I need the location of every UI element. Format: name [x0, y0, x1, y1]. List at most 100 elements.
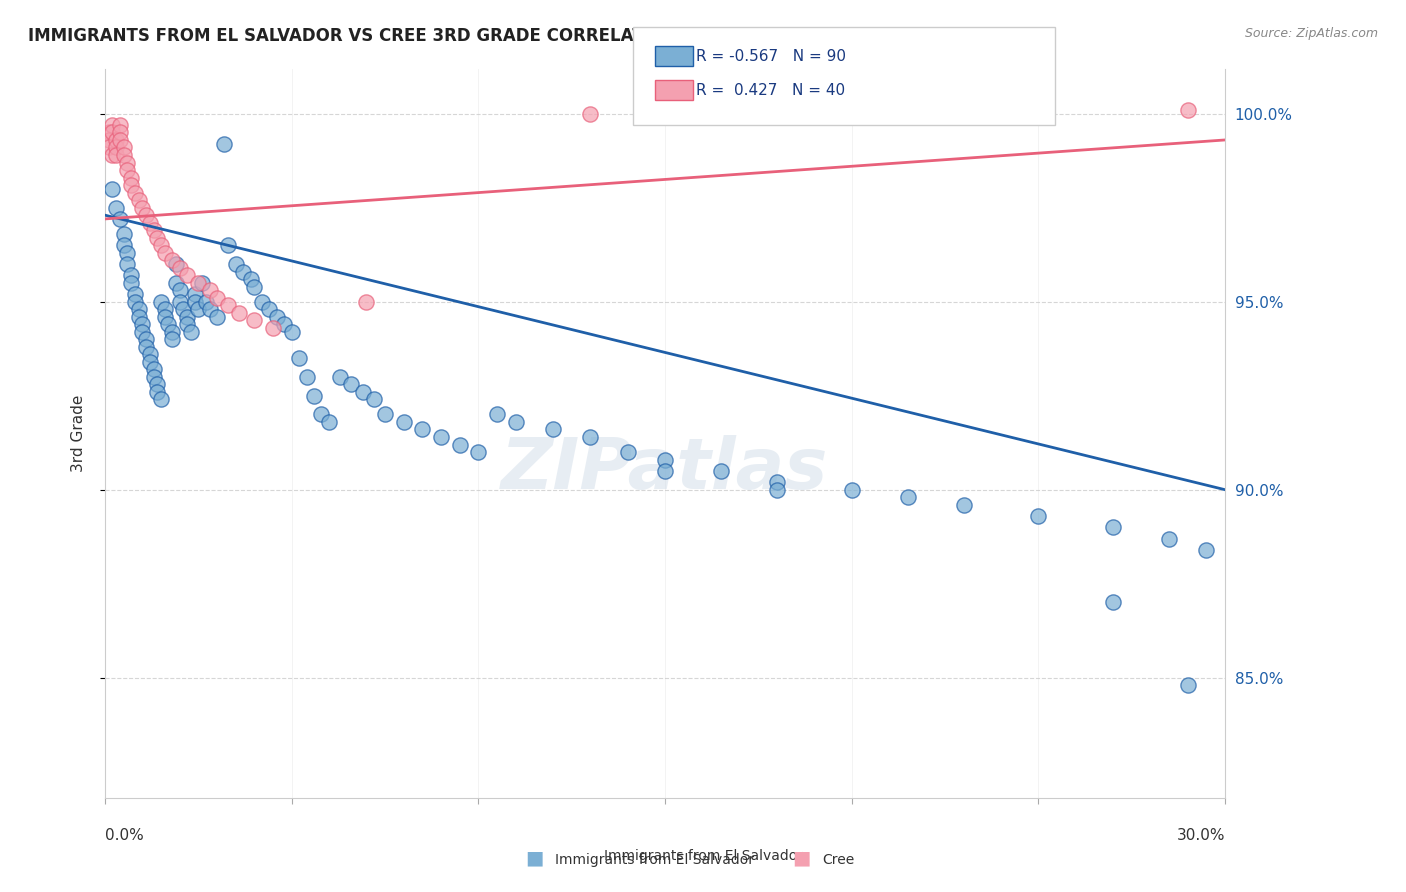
- Point: [217, 238, 239, 252]
- Point: [128, 193, 150, 207]
- Point: [392, 415, 415, 429]
- Point: [169, 294, 191, 309]
- Point: [124, 287, 146, 301]
- Point: [169, 284, 191, 298]
- Point: [101, 125, 124, 139]
- Point: [232, 264, 254, 278]
- Point: [139, 355, 162, 369]
- Point: [157, 317, 180, 331]
- Point: [198, 284, 221, 298]
- Point: [243, 279, 266, 293]
- Point: [112, 227, 135, 241]
- Point: [120, 268, 142, 283]
- Point: [146, 231, 169, 245]
- Point: [187, 276, 209, 290]
- Point: [112, 238, 135, 252]
- Point: [340, 377, 363, 392]
- Point: [295, 369, 318, 384]
- Point: [952, 498, 974, 512]
- Point: [485, 408, 508, 422]
- Point: [153, 302, 176, 317]
- Point: [430, 430, 453, 444]
- Point: [1157, 532, 1180, 546]
- Point: [205, 310, 228, 324]
- Point: [120, 170, 142, 185]
- Point: [183, 287, 205, 301]
- Point: [411, 423, 433, 437]
- Point: [112, 148, 135, 162]
- Point: [239, 272, 262, 286]
- Point: [273, 317, 295, 331]
- Text: Source: ZipAtlas.com: Source: ZipAtlas.com: [1244, 27, 1378, 40]
- Point: [176, 317, 198, 331]
- Point: [97, 125, 120, 139]
- Point: [198, 302, 221, 317]
- Point: [142, 223, 165, 237]
- Point: [160, 253, 183, 268]
- Point: [205, 291, 228, 305]
- Point: [105, 133, 128, 147]
- Point: [187, 302, 209, 317]
- Point: [654, 464, 676, 478]
- Point: [1177, 678, 1199, 692]
- Point: [579, 106, 602, 120]
- Point: [288, 351, 311, 365]
- Point: [131, 325, 153, 339]
- Point: [142, 362, 165, 376]
- Y-axis label: 3rd Grade: 3rd Grade: [72, 394, 86, 472]
- Point: [105, 148, 128, 162]
- Point: [149, 294, 172, 309]
- Point: [183, 294, 205, 309]
- Point: [105, 201, 128, 215]
- Point: [214, 136, 236, 151]
- Point: [356, 294, 378, 309]
- Point: [120, 178, 142, 192]
- Point: [149, 392, 172, 407]
- Point: [266, 310, 288, 324]
- Point: [146, 377, 169, 392]
- Point: [108, 133, 131, 147]
- Point: [101, 148, 124, 162]
- Point: [1026, 508, 1049, 523]
- Point: [128, 310, 150, 324]
- Point: [135, 340, 157, 354]
- Point: [117, 257, 139, 271]
- Point: [97, 133, 120, 147]
- Point: [541, 423, 564, 437]
- Point: [165, 276, 187, 290]
- Point: [257, 302, 280, 317]
- Point: [243, 313, 266, 327]
- Point: [135, 332, 157, 346]
- Point: [108, 118, 131, 132]
- Point: [153, 310, 176, 324]
- Point: [710, 464, 733, 478]
- Point: [101, 182, 124, 196]
- Text: ZIPatlas: ZIPatlas: [501, 435, 828, 504]
- Point: [1195, 542, 1218, 557]
- Point: [124, 186, 146, 200]
- Point: [352, 384, 374, 399]
- Point: [146, 384, 169, 399]
- Point: [172, 302, 194, 317]
- Point: [160, 325, 183, 339]
- Point: [766, 483, 789, 497]
- Point: [124, 294, 146, 309]
- Point: [280, 325, 302, 339]
- Point: [160, 332, 183, 346]
- Point: [165, 257, 187, 271]
- Text: Immigrants from El Salvador: Immigrants from El Salvador: [555, 853, 755, 867]
- Point: [131, 201, 153, 215]
- Point: [318, 415, 340, 429]
- Point: [101, 118, 124, 132]
- Point: [176, 268, 198, 283]
- Point: [1177, 103, 1199, 117]
- Point: [194, 294, 217, 309]
- Text: ■: ■: [524, 848, 544, 867]
- Point: [191, 276, 214, 290]
- Point: [117, 163, 139, 178]
- Point: [654, 452, 676, 467]
- Point: [117, 245, 139, 260]
- Text: Cree: Cree: [823, 853, 855, 867]
- Point: [176, 310, 198, 324]
- Point: [1102, 520, 1125, 534]
